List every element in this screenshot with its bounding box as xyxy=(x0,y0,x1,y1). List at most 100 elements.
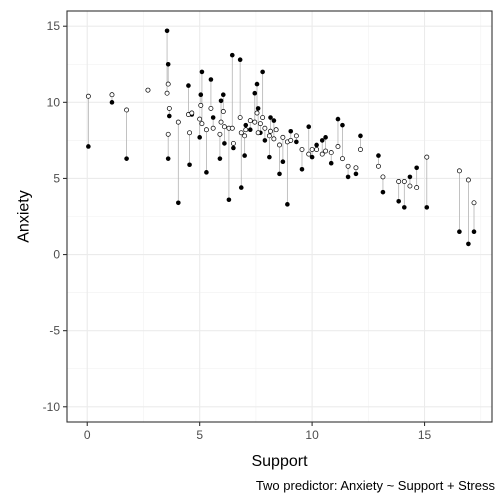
fitted-point xyxy=(328,150,334,156)
observed-point xyxy=(176,200,181,206)
observed-point xyxy=(198,92,204,98)
axis-ticks xyxy=(63,25,426,426)
observed-point xyxy=(210,115,216,120)
y-axis-title: Anxiety xyxy=(16,190,33,242)
observed-point xyxy=(109,100,115,105)
observed-point xyxy=(226,197,232,203)
observed-point xyxy=(299,167,305,172)
observed-point xyxy=(353,171,359,177)
observed-point xyxy=(187,162,192,168)
fitted-point xyxy=(299,147,305,152)
fitted-point xyxy=(314,147,320,152)
observed-point xyxy=(267,154,272,160)
fitted-point xyxy=(230,140,236,146)
fitted-point xyxy=(306,151,312,157)
fitted-point xyxy=(424,154,430,160)
observed-point xyxy=(358,133,363,139)
fitted-points xyxy=(85,81,477,206)
observed-point xyxy=(280,159,286,164)
fitted-point xyxy=(165,131,171,137)
observed-point xyxy=(424,205,430,210)
fitted-point xyxy=(471,200,477,206)
x-tick-label: 10 xyxy=(305,428,319,442)
observed-point xyxy=(186,83,191,88)
fitted-point xyxy=(254,110,260,116)
observed-point xyxy=(466,241,471,247)
fitted-point xyxy=(217,131,223,137)
y-tick-label: -10 xyxy=(43,400,61,414)
fitted-point xyxy=(210,125,216,131)
observed-point xyxy=(407,174,413,180)
major-grid xyxy=(67,11,492,422)
observed-point xyxy=(285,202,290,207)
x-tick-labels: 0 5 10 15 xyxy=(84,428,432,442)
fitted-point xyxy=(255,130,261,136)
fitted-point xyxy=(323,148,329,154)
observed-point xyxy=(294,139,299,145)
fitted-point xyxy=(218,119,224,125)
fitted-point xyxy=(380,174,386,180)
fitted-point xyxy=(401,179,407,184)
y-tick-label: -5 xyxy=(49,324,60,338)
y-tick-labels: -10 -5 0 5 10 15 xyxy=(43,19,61,414)
observed-point xyxy=(217,156,223,161)
observed-point xyxy=(254,81,260,87)
observed-point xyxy=(319,138,325,143)
fitted-point xyxy=(189,110,195,116)
fitted-point xyxy=(164,90,170,96)
observed-point xyxy=(252,90,258,96)
fitted-point xyxy=(280,134,286,140)
observed-point xyxy=(380,189,386,195)
observed-point xyxy=(237,57,243,63)
fitted-point xyxy=(237,115,243,121)
observed-point xyxy=(124,156,129,161)
observed-point xyxy=(86,144,91,149)
observed-point xyxy=(243,122,249,128)
fitted-point xyxy=(145,87,151,93)
observed-point xyxy=(220,92,226,98)
panel-border xyxy=(66,10,493,423)
fitted-point xyxy=(252,119,258,125)
observed-point xyxy=(204,170,209,175)
observed-point xyxy=(255,106,261,111)
fitted-point xyxy=(220,109,226,114)
fitted-point xyxy=(260,115,266,121)
observed-point xyxy=(414,165,419,171)
fitted-point xyxy=(396,179,402,184)
observed-point xyxy=(376,153,381,158)
fitted-point xyxy=(358,147,363,152)
fitted-point xyxy=(414,185,420,191)
fitted-point xyxy=(175,119,181,125)
fitted-point xyxy=(309,147,315,152)
fitted-point xyxy=(273,127,279,133)
observed-point xyxy=(218,98,224,104)
fitted-point xyxy=(199,121,205,127)
observed-point xyxy=(396,198,401,204)
chart-caption: Two predictor: Anxiety ~ Support + Stres… xyxy=(256,478,496,493)
x-tick-label: 0 xyxy=(84,428,91,442)
fitted-point xyxy=(375,163,381,169)
observed-point xyxy=(247,127,253,133)
fitted-point xyxy=(288,137,294,143)
observed-point xyxy=(197,135,202,140)
observed-point xyxy=(238,185,244,190)
observed-point xyxy=(314,142,319,148)
fitted-point xyxy=(109,92,115,98)
observed-point xyxy=(165,61,171,67)
y-tick-label: 15 xyxy=(47,19,61,33)
fitted-point xyxy=(85,93,91,99)
minor-grid xyxy=(67,11,492,422)
observed-point xyxy=(309,154,315,160)
fitted-point xyxy=(319,151,325,157)
fitted-point xyxy=(242,133,248,139)
fitted-point xyxy=(247,118,253,124)
fitted-point xyxy=(243,127,249,133)
y-tick-label: 0 xyxy=(53,248,60,262)
x-tick-label: 5 xyxy=(196,428,203,442)
fitted-point xyxy=(271,136,277,142)
fitted-point xyxy=(257,121,263,127)
fitted-point xyxy=(293,133,299,139)
fitted-point xyxy=(266,133,272,139)
fitted-point xyxy=(124,107,130,113)
